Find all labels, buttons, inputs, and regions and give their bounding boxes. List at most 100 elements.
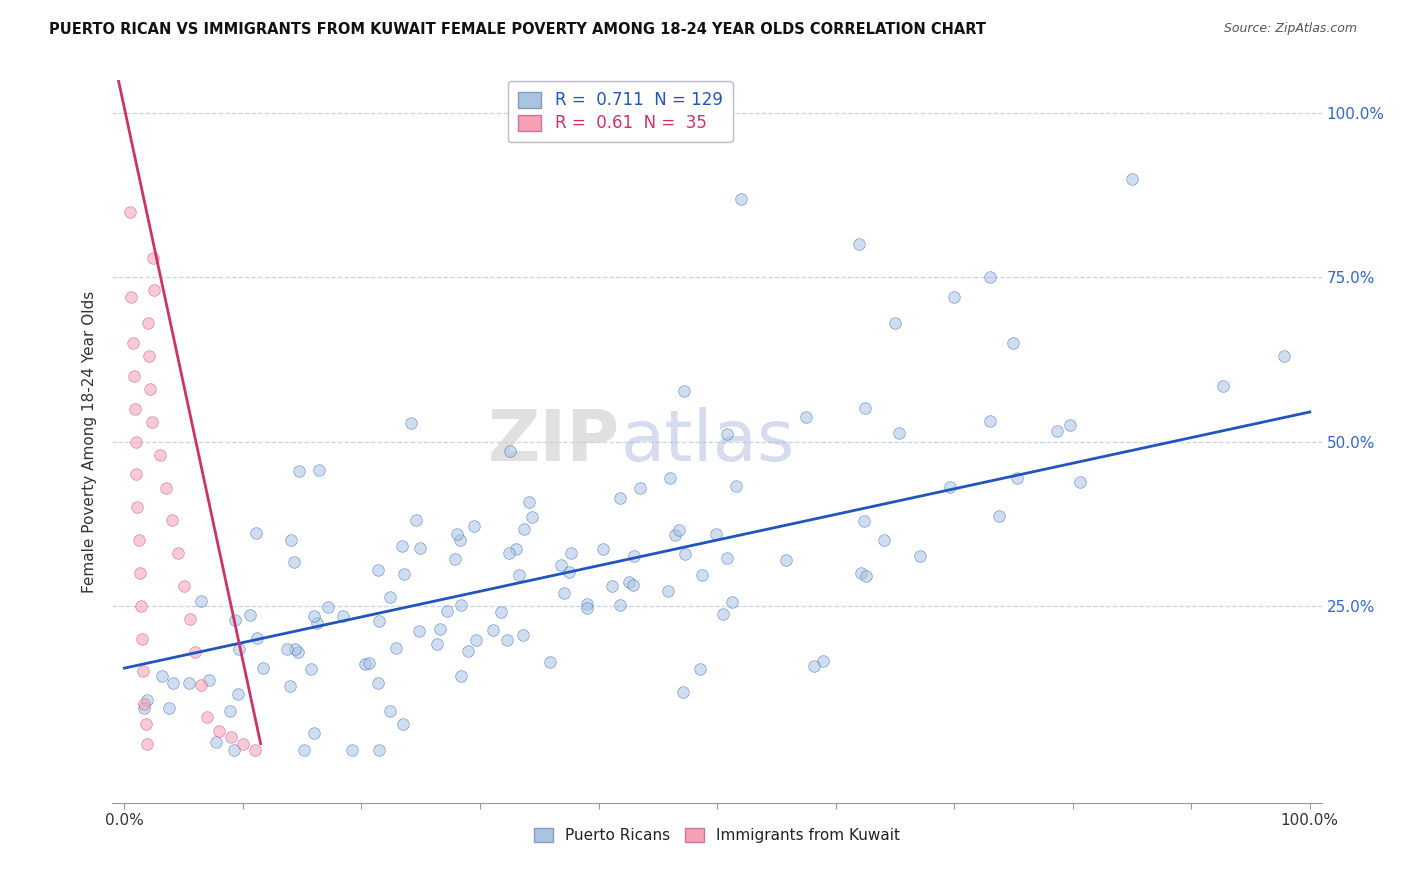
Point xyxy=(512,628,534,642)
Point xyxy=(197,673,219,687)
Point xyxy=(409,541,432,556)
Point xyxy=(122,368,145,383)
Point xyxy=(592,542,614,557)
Point xyxy=(219,730,242,744)
Point xyxy=(436,604,458,618)
Point xyxy=(988,508,1011,523)
Point xyxy=(134,701,156,715)
Point xyxy=(1121,171,1143,186)
Point xyxy=(190,594,212,608)
Point xyxy=(357,656,380,670)
Point xyxy=(520,509,543,524)
Point xyxy=(276,642,298,657)
Point xyxy=(1069,475,1091,490)
Point xyxy=(391,539,413,553)
Point xyxy=(499,443,522,458)
Point xyxy=(575,597,598,611)
Point xyxy=(443,551,465,566)
Point xyxy=(135,717,157,731)
Point xyxy=(120,204,142,219)
Point xyxy=(224,614,246,628)
Point xyxy=(299,662,322,676)
Point xyxy=(621,578,644,592)
Point xyxy=(208,723,231,738)
Point xyxy=(283,555,305,569)
Point xyxy=(128,533,150,547)
Point xyxy=(803,658,825,673)
Point xyxy=(558,566,581,580)
Point xyxy=(463,519,485,533)
Point xyxy=(284,642,307,657)
Point xyxy=(673,384,696,399)
Point xyxy=(135,737,157,751)
Point xyxy=(889,425,911,440)
Point xyxy=(623,549,645,564)
Point xyxy=(457,644,479,658)
Point xyxy=(1046,424,1069,438)
Point xyxy=(287,645,309,659)
Point xyxy=(288,463,311,477)
Point xyxy=(658,470,681,484)
Point xyxy=(553,586,575,600)
Point xyxy=(160,513,183,527)
Point xyxy=(538,655,561,669)
Point xyxy=(716,551,738,566)
Point xyxy=(166,546,188,560)
Point xyxy=(1272,350,1295,364)
Point xyxy=(489,605,512,619)
Point xyxy=(142,251,165,265)
Point xyxy=(855,568,877,582)
Point xyxy=(304,726,326,740)
Point xyxy=(218,704,240,718)
Point xyxy=(136,316,159,330)
Point xyxy=(1002,336,1025,351)
Point xyxy=(195,710,218,724)
Point xyxy=(157,701,180,715)
Point xyxy=(121,336,143,351)
Point xyxy=(224,743,246,757)
Point xyxy=(184,645,207,659)
Point xyxy=(380,590,402,604)
Point xyxy=(205,735,228,749)
Point xyxy=(794,409,817,424)
Point xyxy=(232,737,254,751)
Point xyxy=(399,417,422,431)
Point xyxy=(128,566,150,580)
Point xyxy=(429,623,451,637)
Y-axis label: Female Poverty Among 18-24 Year Olds: Female Poverty Among 18-24 Year Olds xyxy=(82,291,97,592)
Point xyxy=(245,526,267,541)
Point xyxy=(134,698,156,712)
Point xyxy=(498,546,520,560)
Point xyxy=(340,743,363,757)
Point xyxy=(392,717,415,731)
Point xyxy=(1059,418,1081,433)
Point xyxy=(332,608,354,623)
Point xyxy=(657,584,679,599)
Point xyxy=(155,481,177,495)
Point xyxy=(938,480,960,494)
Point xyxy=(152,668,174,682)
Point xyxy=(853,514,876,528)
Point xyxy=(136,693,159,707)
Point xyxy=(367,614,389,628)
Point xyxy=(724,479,747,493)
Point xyxy=(716,427,738,442)
Point xyxy=(228,642,250,657)
Point xyxy=(138,349,160,363)
Point xyxy=(316,599,339,614)
Point xyxy=(124,401,146,416)
Point xyxy=(943,290,966,304)
Point xyxy=(446,527,468,541)
Point xyxy=(873,533,896,547)
Text: Source: ZipAtlas.com: Source: ZipAtlas.com xyxy=(1223,22,1357,36)
Point xyxy=(609,491,631,506)
Point xyxy=(131,632,153,646)
Point xyxy=(354,657,377,671)
Point xyxy=(668,524,690,538)
Point xyxy=(560,546,582,560)
Point xyxy=(508,568,530,582)
Point xyxy=(505,541,527,556)
Point xyxy=(711,607,734,621)
Point xyxy=(179,612,201,626)
Point xyxy=(226,687,249,701)
